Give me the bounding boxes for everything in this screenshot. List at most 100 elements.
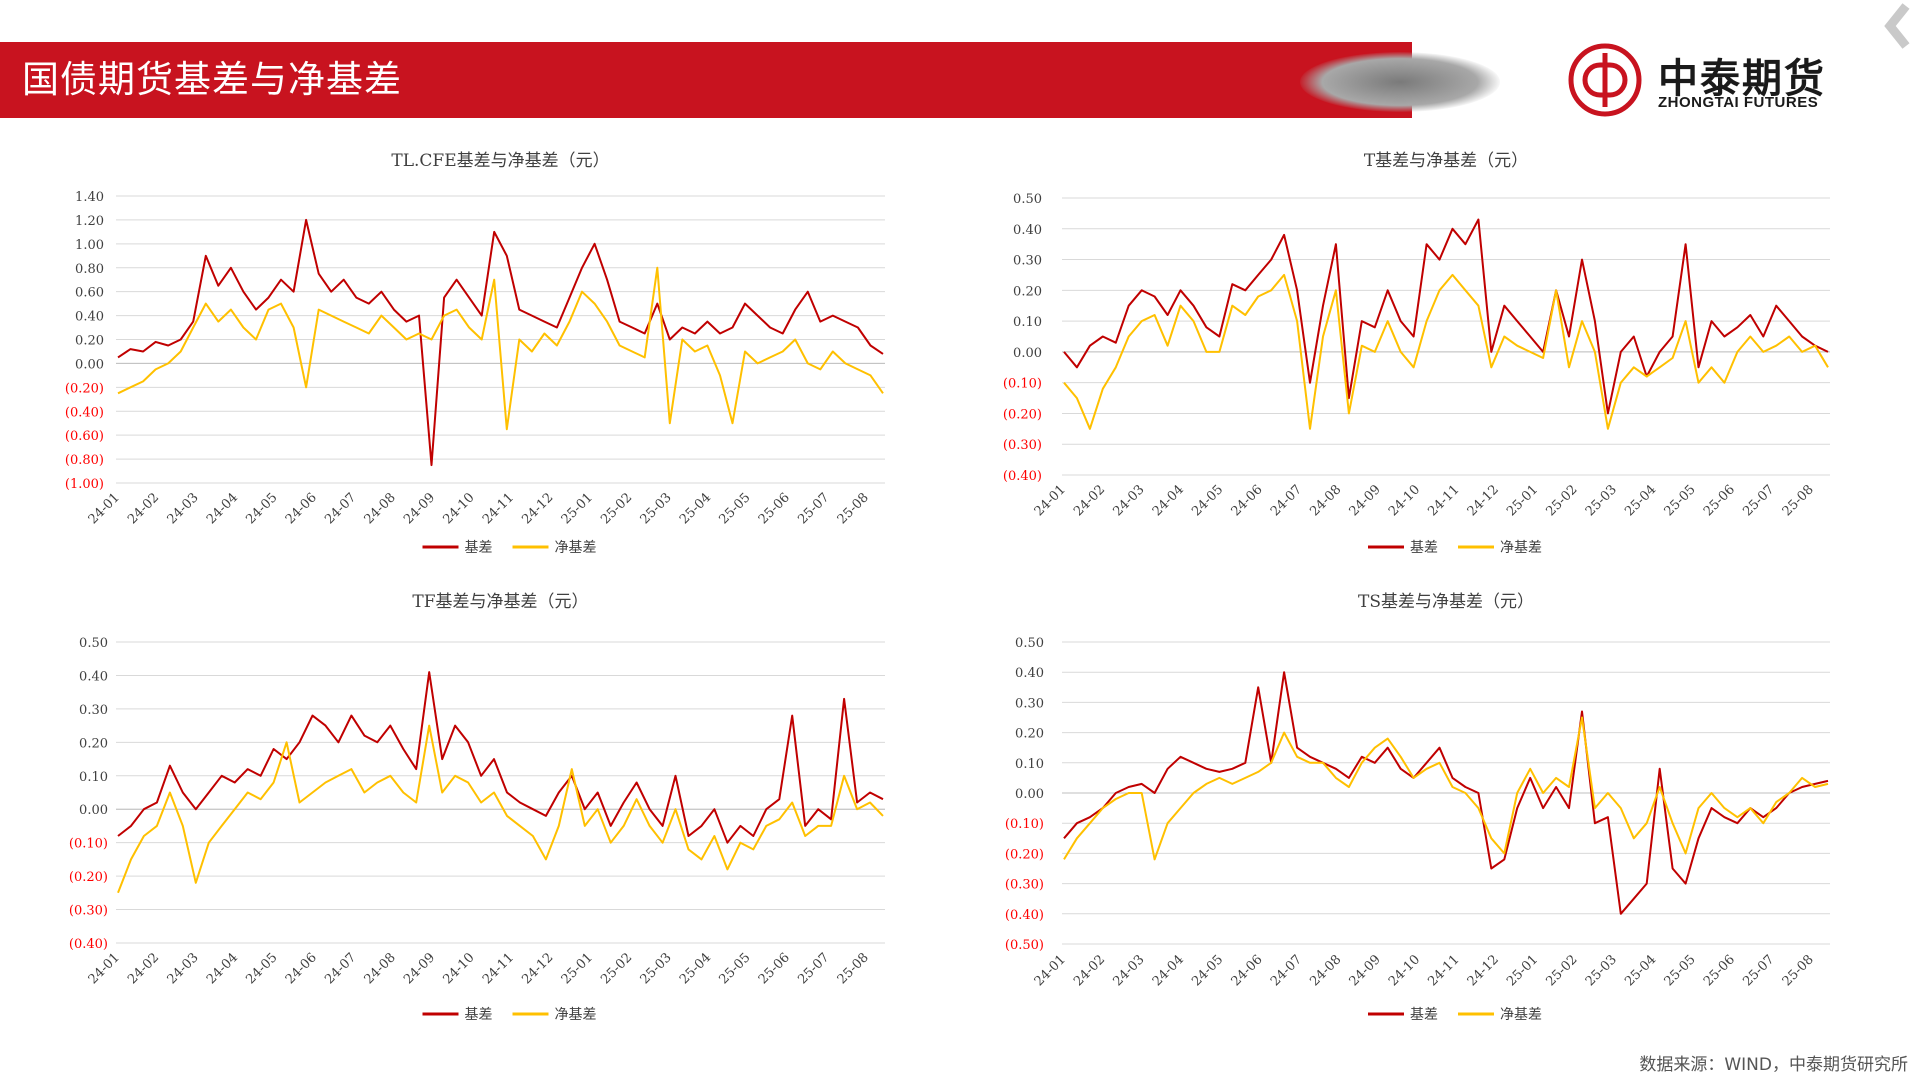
- y-tick-label: (0.30): [69, 904, 108, 919]
- y-tick-label: 0.00: [79, 803, 108, 818]
- corner-chevron-icon: [1884, 3, 1910, 49]
- x-tick-label: 25-08: [1780, 952, 1817, 989]
- x-tick-label: 24-10: [441, 950, 478, 987]
- y-tick-label: (0.20): [1003, 407, 1042, 422]
- x-tick-label: 24-12: [519, 950, 556, 987]
- y-tick-label: (0.30): [1005, 878, 1044, 893]
- y-tick-label: 0.20: [75, 334, 104, 349]
- logo-mark-icon: [1568, 43, 1642, 117]
- legend-label: 净基差: [1500, 539, 1542, 556]
- legend-label: 基差: [465, 1006, 493, 1023]
- x-tick-label: 24-04: [1150, 482, 1187, 519]
- y-tick-label: 1.20: [75, 214, 104, 229]
- x-tick-label: 24-06: [1229, 952, 1266, 989]
- x-tick-label: 25-07: [795, 490, 832, 527]
- y-tick-label: 1.40: [75, 190, 104, 205]
- y-tick-label: 0.40: [75, 310, 104, 325]
- x-tick-label: 24-03: [1110, 952, 1147, 989]
- x-tick-label: 24-04: [1150, 952, 1187, 989]
- legend-label: 净基差: [555, 539, 597, 556]
- y-tick-label: (0.80): [65, 453, 104, 468]
- y-tick-label: (0.60): [65, 429, 104, 444]
- x-tick-label: 24-07: [1268, 482, 1305, 519]
- y-tick-label: (0.50): [1005, 938, 1044, 953]
- x-tick-label: 25-04: [1622, 952, 1659, 989]
- y-tick-label: 0.30: [1015, 696, 1044, 711]
- series-line-basis: [117, 671, 884, 844]
- x-tick-label: 25-08: [835, 490, 872, 527]
- series-line-basis: [1063, 671, 1829, 915]
- y-tick-label: (0.10): [1003, 377, 1042, 392]
- series-line-net-basis: [117, 266, 884, 431]
- x-tick-label: 24-04: [204, 950, 241, 987]
- x-tick-label: 25-02: [598, 950, 635, 987]
- x-tick-label: 24-01: [1032, 482, 1069, 519]
- y-tick-label: 0.10: [1013, 315, 1042, 330]
- x-tick-label: 25-05: [716, 490, 753, 527]
- y-tick-label: 0.40: [1015, 666, 1044, 681]
- y-tick-label: 0.40: [79, 669, 108, 684]
- x-tick-label: 25-07: [795, 950, 832, 987]
- x-tick-label: 25-08: [835, 950, 872, 987]
- x-tick-label: 25-05: [716, 950, 753, 987]
- logo-chinese-name: 中泰期货: [1658, 56, 1826, 102]
- x-tick-label: 24-09: [401, 950, 438, 987]
- x-tick-label: 24-09: [401, 490, 438, 527]
- x-tick-label: 24-01: [86, 490, 123, 527]
- y-tick-label: (0.40): [1005, 908, 1044, 923]
- y-tick-label: (0.40): [69, 937, 108, 952]
- series-line-net-basis: [1063, 273, 1829, 430]
- y-tick-label: 0.50: [1013, 192, 1042, 207]
- y-tick-label: 0.10: [1015, 757, 1044, 772]
- x-tick-label: 24-11: [1425, 482, 1462, 519]
- x-tick-label: 24-08: [1307, 952, 1344, 989]
- x-tick-label: 24-07: [322, 490, 359, 527]
- legend-label: 净基差: [555, 1006, 597, 1023]
- x-tick-label: 25-04: [1622, 482, 1659, 519]
- x-tick-label: 24-01: [1032, 952, 1069, 989]
- x-tick-label: 25-02: [1544, 482, 1581, 519]
- y-tick-label: 0.30: [1013, 254, 1042, 269]
- chart-title: TS基差与净基差（元）: [1358, 592, 1534, 612]
- x-tick-label: 25-05: [1662, 952, 1699, 989]
- x-tick-label: 25-03: [1583, 482, 1620, 519]
- x-tick-label: 24-02: [125, 490, 162, 527]
- chart-title: TF基差与净基差（元）: [412, 592, 588, 612]
- x-tick-label: 24-12: [1465, 952, 1502, 989]
- y-tick-label: 0.50: [1015, 636, 1044, 651]
- x-tick-label: 24-06: [283, 490, 320, 527]
- x-tick-label: 24-02: [125, 950, 162, 987]
- series-line-net-basis: [117, 724, 884, 894]
- y-tick-label: (0.20): [1005, 847, 1044, 862]
- x-tick-label: 25-01: [1504, 482, 1541, 519]
- x-tick-label: 25-01: [559, 950, 596, 987]
- series-line-basis: [117, 218, 884, 467]
- x-tick-label: 25-06: [1701, 952, 1738, 989]
- y-tick-label: (0.10): [1005, 817, 1044, 832]
- x-tick-label: 25-02: [1544, 952, 1581, 989]
- chart-title: T基差与净基差（元）: [1364, 151, 1528, 171]
- x-tick-label: 24-11: [480, 950, 517, 987]
- x-tick-label: 25-01: [559, 490, 596, 527]
- x-tick-label: 25-03: [1583, 952, 1620, 989]
- x-tick-label: 25-03: [638, 950, 675, 987]
- x-tick-label: 25-05: [1662, 482, 1699, 519]
- x-tick-label: 24-01: [86, 950, 123, 987]
- x-tick-label: 24-08: [362, 950, 399, 987]
- y-tick-label: 0.00: [1013, 346, 1042, 361]
- x-tick-label: 24-03: [1110, 482, 1147, 519]
- y-tick-label: 0.50: [79, 636, 108, 651]
- x-tick-label: 25-06: [756, 490, 793, 527]
- title-bar: [0, 42, 1412, 118]
- legend-label: 基差: [1410, 539, 1438, 556]
- x-tick-label: 25-04: [677, 490, 714, 527]
- x-tick-label: 24-05: [243, 490, 280, 527]
- y-tick-label: (0.40): [65, 405, 104, 420]
- x-tick-label: 24-07: [322, 950, 359, 987]
- x-tick-label: 24-09: [1347, 482, 1384, 519]
- y-tick-label: 0.10: [79, 770, 108, 785]
- x-tick-label: 24-06: [283, 950, 320, 987]
- x-tick-label: 24-05: [1189, 482, 1226, 519]
- x-tick-label: 24-03: [165, 950, 202, 987]
